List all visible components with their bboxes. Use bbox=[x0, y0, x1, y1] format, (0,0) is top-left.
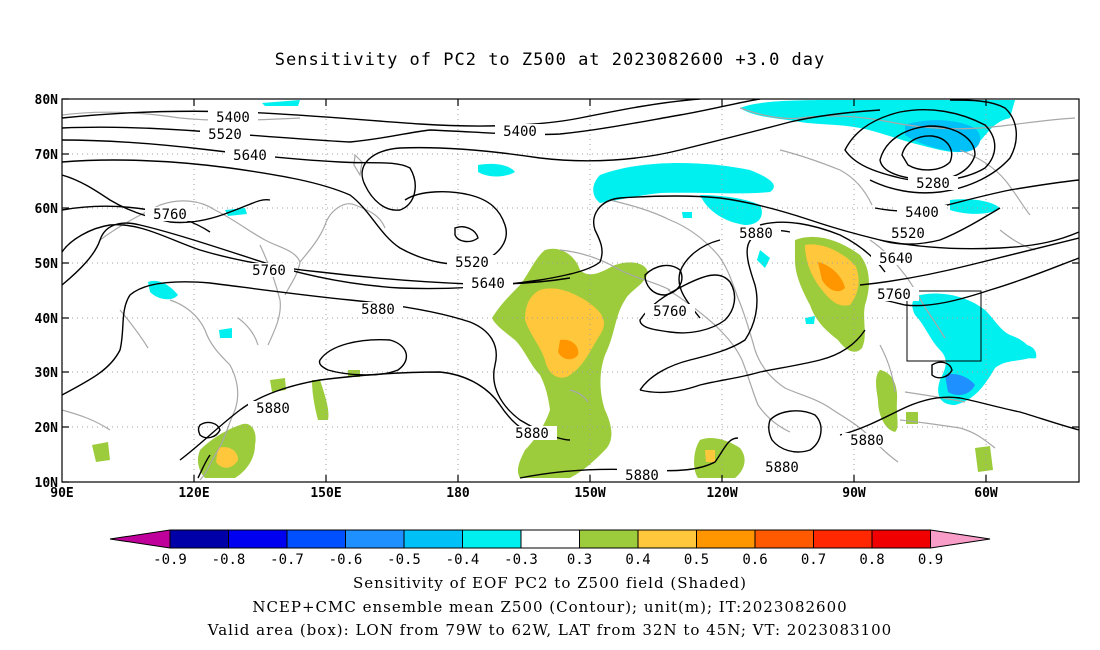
colorbar: -0.9 -0.8 -0.7 -0.6 -0.5 -0.4 -0.3 0.3 0… bbox=[109, 529, 991, 568]
lat-label: 70N bbox=[35, 148, 59, 163]
contour-label: 5760 bbox=[252, 263, 286, 279]
lon-label: 150W bbox=[574, 486, 605, 501]
colorbar-segment bbox=[110, 530, 170, 548]
latitude-labels: 80N 70N 60N 50N 40N 30N 20N 10N bbox=[35, 93, 59, 491]
contour-label: 5640 bbox=[233, 148, 267, 164]
colorbar-segment bbox=[930, 530, 990, 548]
lon-label: 90W bbox=[842, 486, 866, 501]
colorbar-label: -0.4 bbox=[446, 552, 480, 568]
map-title: Sensitivity of PC2 to Z500 at 2023082600… bbox=[274, 50, 826, 70]
colorbar-label: 0.6 bbox=[742, 552, 767, 568]
colorbar-label: 0.5 bbox=[684, 552, 709, 568]
contour-label: 5760 bbox=[653, 304, 687, 320]
contour-label: 5640 bbox=[879, 251, 913, 267]
caption-contour: NCEP+CMC ensemble mean Z500 (Contour); u… bbox=[252, 598, 848, 616]
colorbar-segment bbox=[579, 530, 638, 548]
colorbar-label: -0.5 bbox=[387, 552, 421, 568]
contour-label: 5760 bbox=[153, 207, 187, 223]
contour-label: 5880 bbox=[256, 401, 290, 417]
longitude-labels: 90E 120E 150E 180 150W 120W 90W 60W bbox=[50, 486, 998, 501]
contour-label: 5880 bbox=[765, 460, 799, 476]
positive-sensitivity-shading bbox=[92, 236, 993, 478]
colorbar-label: 0.8 bbox=[859, 552, 884, 568]
colorbar-label: -0.9 bbox=[153, 552, 187, 568]
lat-label: 80N bbox=[35, 93, 59, 108]
sensitivity-map: 5400 5520 5640 5760 5400 5280 5400 5520 … bbox=[35, 93, 1080, 568]
lon-label: 60W bbox=[974, 486, 998, 501]
contour-label: 5400 bbox=[503, 124, 537, 140]
contour-label: 5880 bbox=[625, 468, 659, 484]
contour-label: 5880 bbox=[739, 226, 773, 242]
lon-label: 90E bbox=[50, 486, 73, 501]
colorbar-segment bbox=[170, 530, 229, 548]
contour-label: 5280 bbox=[916, 176, 950, 192]
colorbar-label: 0.9 bbox=[918, 552, 943, 568]
axis-ticks bbox=[62, 98, 1079, 483]
colorbar-segment bbox=[813, 530, 872, 548]
contour-label: 5520 bbox=[208, 127, 242, 143]
lat-label: 60N bbox=[35, 202, 59, 217]
colorbar-label: 0.7 bbox=[801, 552, 826, 568]
colorbar-label: -0.3 bbox=[504, 552, 538, 568]
colorbar-segment bbox=[755, 530, 814, 548]
colorbar-segment bbox=[345, 530, 404, 548]
colorbar-segment bbox=[462, 530, 521, 548]
colorbar-segment bbox=[872, 530, 931, 548]
lat-label: 10N bbox=[35, 476, 59, 491]
contour-label: 5400 bbox=[905, 205, 939, 221]
lon-label: 120W bbox=[706, 486, 737, 501]
contour-labels: 5400 5520 5640 5760 5400 5280 5400 5520 … bbox=[145, 110, 958, 484]
lat-label: 20N bbox=[35, 421, 59, 436]
caption-valid-area: Valid area (box): LON from 79W to 62W, L… bbox=[207, 621, 893, 639]
lat-label: 30N bbox=[35, 366, 59, 381]
colorbar-label: -0.6 bbox=[329, 552, 363, 568]
colorbar-segment bbox=[404, 530, 463, 548]
contour-label: 5520 bbox=[455, 255, 489, 271]
colorbar-segment bbox=[287, 530, 346, 548]
caption-shading: Sensitivity of EOF PC2 to Z500 field (Sh… bbox=[352, 574, 748, 592]
colorbar-segment bbox=[638, 530, 697, 548]
map-frame bbox=[61, 98, 1080, 483]
contour-label: 5640 bbox=[471, 276, 505, 292]
colorbar-label: -0.8 bbox=[212, 552, 246, 568]
lat-label: 50N bbox=[35, 257, 59, 272]
lon-label: 120E bbox=[178, 486, 209, 501]
contour-label: 5400 bbox=[216, 110, 250, 126]
contour-label: 5880 bbox=[361, 302, 395, 318]
lon-label: 150E bbox=[310, 486, 341, 501]
valid-area-box bbox=[906, 290, 982, 362]
colorbar-segment bbox=[696, 530, 755, 548]
contour-label: 5520 bbox=[891, 226, 925, 242]
lon-label: 180 bbox=[446, 486, 470, 501]
colorbar-label: 0.4 bbox=[625, 552, 650, 568]
contour-label: 5880 bbox=[850, 433, 884, 449]
lat-label: 40N bbox=[35, 312, 59, 327]
contour-label: 5760 bbox=[877, 287, 911, 303]
colorbar-label: 0.3 bbox=[567, 552, 592, 568]
colorbar-label: -0.7 bbox=[270, 552, 304, 568]
contour-label: 5880 bbox=[515, 426, 549, 442]
colorbar-labels: -0.9 -0.8 -0.7 -0.6 -0.5 -0.4 -0.3 0.3 0… bbox=[153, 552, 943, 568]
colorbar-segment bbox=[521, 530, 580, 548]
colorbar-segment bbox=[228, 530, 287, 548]
